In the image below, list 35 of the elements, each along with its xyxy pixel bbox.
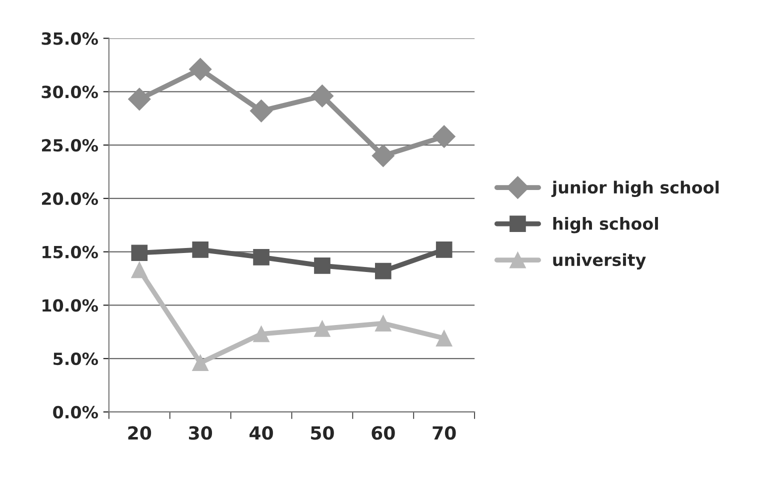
x-tick-label: 40 bbox=[250, 426, 273, 440]
x-tick-label: 70 bbox=[432, 426, 456, 440]
y-tick-label: 35.0% bbox=[42, 32, 98, 45]
point bbox=[436, 242, 452, 258]
point bbox=[192, 354, 208, 371]
legend-label: junior high school bbox=[551, 180, 719, 197]
point bbox=[189, 58, 212, 81]
point bbox=[131, 262, 148, 278]
y-tick-label: 5.0% bbox=[54, 352, 98, 366]
point bbox=[436, 330, 452, 346]
y-tick-label: 15.0% bbox=[42, 246, 98, 258]
point bbox=[375, 315, 392, 332]
point bbox=[253, 326, 270, 342]
legend-label: high school bbox=[553, 217, 658, 234]
point bbox=[250, 100, 273, 122]
y-tick-label: 30.0% bbox=[42, 86, 98, 98]
point bbox=[192, 242, 208, 258]
y-tick-label: 20.0% bbox=[42, 192, 98, 206]
point bbox=[128, 88, 151, 110]
point bbox=[432, 125, 456, 148]
y-tick-label: 25.0% bbox=[42, 139, 98, 152]
point bbox=[310, 84, 334, 108]
point bbox=[131, 244, 148, 262]
point bbox=[375, 262, 392, 280]
point bbox=[372, 144, 394, 168]
legend-label: university bbox=[553, 253, 646, 270]
y-tick-label: 10.0% bbox=[42, 299, 98, 312]
point bbox=[253, 248, 270, 266]
x-tick-label: 30 bbox=[188, 426, 212, 440]
x-tick-label: 20 bbox=[128, 426, 152, 440]
y-tick-label: 0.0% bbox=[53, 406, 98, 419]
point bbox=[314, 258, 330, 274]
x-tick-label: 60 bbox=[372, 426, 395, 440]
point bbox=[314, 320, 330, 337]
x-tick-label: 50 bbox=[311, 426, 334, 440]
